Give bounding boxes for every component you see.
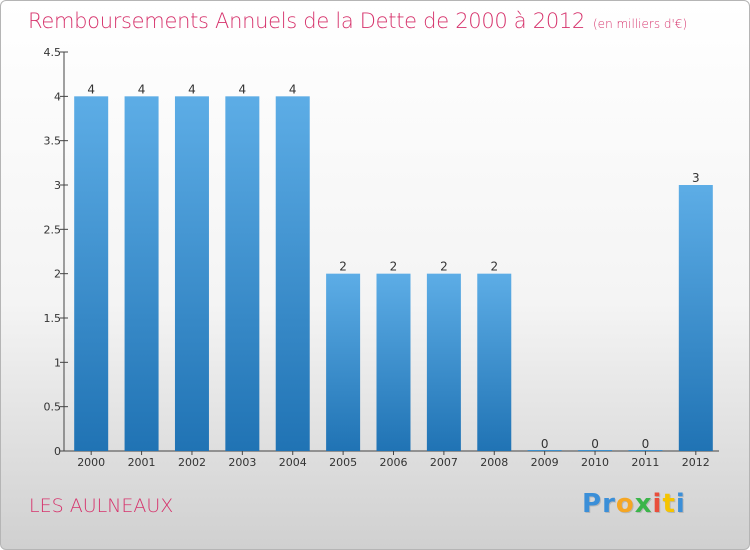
chart-bars: [74, 96, 713, 451]
x-tick-label: 2000: [77, 456, 105, 469]
x-tick-label: 2006: [380, 456, 408, 469]
data-label: 0: [541, 437, 549, 451]
data-label: 4: [188, 82, 196, 96]
x-tick-label: 2004: [279, 456, 307, 469]
logo-letter: i: [652, 489, 663, 519]
title-text: Remboursements Annuels de la Dette de 20…: [28, 9, 585, 33]
bar: [275, 96, 310, 451]
data-label: 0: [591, 437, 599, 451]
proxiti-logo: Proxiti: [582, 489, 686, 519]
chart-labels: 2000420014200242003420044200522006220072…: [77, 82, 710, 469]
commune-name: LES AULNEAUX: [29, 495, 174, 517]
data-label: 0: [642, 437, 650, 451]
bar: [124, 96, 159, 451]
bar: [174, 96, 209, 451]
logo-letter: t: [662, 489, 676, 519]
data-label: 2: [490, 260, 498, 274]
logo-letter: P: [582, 489, 603, 519]
data-label: 2: [339, 260, 347, 274]
data-label: 4: [289, 82, 297, 96]
bar: [326, 273, 361, 451]
x-tick-label: 2009: [531, 456, 559, 469]
y-tick-label: 4: [54, 90, 61, 103]
bar: [376, 273, 411, 451]
data-label: 3: [692, 171, 700, 185]
data-label: 4: [87, 82, 95, 96]
x-tick-label: 2001: [128, 456, 156, 469]
data-label: 2: [390, 260, 398, 274]
bar: [578, 450, 613, 451]
x-tick-label: 2007: [430, 456, 458, 469]
x-tick-label: 2010: [581, 456, 609, 469]
chart-title: Remboursements Annuels de la Dette de 20…: [28, 9, 687, 33]
bar: [678, 185, 713, 451]
bar: [527, 450, 562, 451]
x-tick-label: 2005: [329, 456, 357, 469]
logo-letter: i: [675, 489, 686, 519]
data-label: 4: [239, 82, 247, 96]
y-tick-label: 1: [54, 356, 61, 369]
data-label: 2: [440, 260, 448, 274]
x-tick-label: 2011: [631, 456, 659, 469]
logo-letter: r: [602, 489, 616, 519]
y-tick-label: 3.5: [44, 135, 62, 148]
data-label: 4: [138, 82, 146, 96]
y-tick-label: 3: [54, 179, 61, 192]
bar: [225, 96, 260, 451]
y-tick-label: 1.5: [44, 312, 62, 325]
bar: [426, 273, 461, 451]
logo-letter: o: [615, 489, 635, 519]
x-tick-label: 2003: [228, 456, 256, 469]
bar: [477, 273, 512, 451]
y-tick-label: 0.5: [44, 401, 62, 414]
x-tick-label: 2008: [480, 456, 508, 469]
x-tick-label: 2002: [178, 456, 206, 469]
logo-letter: x: [634, 489, 653, 519]
bar: [628, 450, 663, 451]
chart-subtitle: (en milliers d'€): [593, 17, 688, 31]
y-tick-label: 0: [54, 445, 61, 458]
y-tick-label: 4.5: [44, 46, 62, 59]
y-tick-label: 2: [54, 268, 61, 281]
x-tick-label: 2012: [682, 456, 710, 469]
y-tick-label: 2.5: [44, 223, 62, 236]
bar: [74, 96, 109, 451]
